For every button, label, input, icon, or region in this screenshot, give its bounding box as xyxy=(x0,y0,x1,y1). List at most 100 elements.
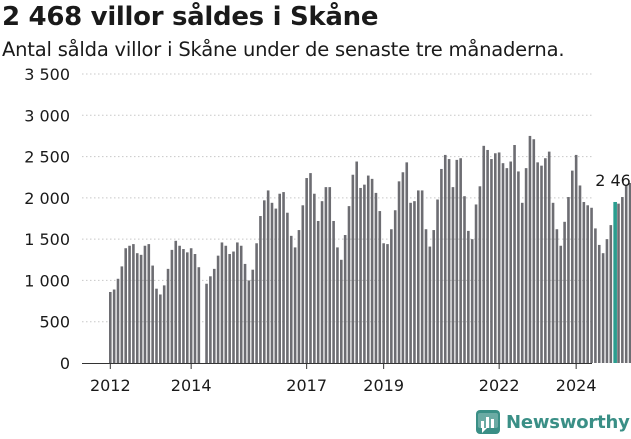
bar xyxy=(220,242,224,363)
bar xyxy=(147,244,151,363)
bar xyxy=(501,163,505,363)
bar xyxy=(451,187,455,363)
bar xyxy=(313,193,316,363)
bar xyxy=(571,170,574,363)
bar xyxy=(186,252,189,363)
bar xyxy=(397,181,401,363)
newsworthy-logo-text: Newsworthy xyxy=(506,411,630,433)
y-tick-label: 2 000 xyxy=(24,189,70,208)
bar xyxy=(617,203,620,363)
bar xyxy=(212,268,216,363)
y-tick-label: 1 000 xyxy=(24,271,70,290)
bar xyxy=(524,168,528,363)
bar xyxy=(266,190,270,363)
bar xyxy=(247,280,251,363)
x-tick-label: 2019 xyxy=(363,376,404,395)
y-tick-label: 3 000 xyxy=(24,106,70,125)
bar xyxy=(555,229,559,363)
bar xyxy=(378,211,382,363)
bar xyxy=(155,288,158,363)
bar xyxy=(193,254,197,363)
bar xyxy=(355,161,358,363)
y-tick-label: 1 500 xyxy=(24,230,70,249)
x-tick-label: 2012 xyxy=(90,376,131,395)
highlight-value-label: 2 468 xyxy=(595,171,631,190)
bar xyxy=(282,192,285,363)
bar xyxy=(263,200,266,363)
bar xyxy=(609,225,613,363)
bar xyxy=(409,202,412,363)
bar xyxy=(432,230,435,363)
bar xyxy=(513,145,516,363)
bar xyxy=(536,162,539,363)
bar xyxy=(605,239,609,363)
bar xyxy=(182,249,185,363)
bar xyxy=(328,187,332,363)
bar xyxy=(132,244,135,363)
bar xyxy=(551,202,555,363)
bar xyxy=(370,178,374,363)
y-tick-label: 2 500 xyxy=(24,148,70,167)
bar xyxy=(236,242,239,363)
bar xyxy=(359,187,362,363)
bar xyxy=(428,246,432,363)
bar xyxy=(270,202,274,363)
bar xyxy=(286,212,289,363)
bar xyxy=(251,269,255,363)
bar xyxy=(386,244,389,363)
bar xyxy=(336,247,339,363)
bar xyxy=(351,174,355,363)
chart-title: 2 468 villor såldes i Skåne xyxy=(2,2,379,32)
bar xyxy=(401,172,405,363)
bar xyxy=(301,205,305,363)
bar xyxy=(278,193,281,363)
bar xyxy=(159,294,162,363)
bar xyxy=(470,239,474,363)
bar xyxy=(162,285,166,363)
bar xyxy=(417,190,420,363)
bar xyxy=(332,220,335,363)
x-tick-label: 2017 xyxy=(286,376,327,395)
highlight-bar xyxy=(613,201,617,363)
bar xyxy=(124,248,127,363)
bar xyxy=(517,171,520,363)
bar xyxy=(366,175,370,363)
bar xyxy=(455,159,459,363)
bar xyxy=(174,240,178,363)
bar xyxy=(482,145,486,363)
x-tick-label: 2024 xyxy=(556,376,597,395)
bar xyxy=(232,251,235,363)
bar xyxy=(574,154,578,363)
bar xyxy=(597,244,601,363)
bar xyxy=(112,289,116,363)
bar xyxy=(413,201,416,363)
bar xyxy=(343,235,347,363)
bar xyxy=(393,210,397,363)
bar xyxy=(259,216,262,363)
bar xyxy=(582,201,586,363)
bar xyxy=(540,165,543,363)
bar xyxy=(594,228,597,363)
bar xyxy=(116,278,120,363)
y-tick-label: 0 xyxy=(60,354,70,373)
bar xyxy=(624,185,628,363)
bar xyxy=(590,207,593,363)
bar xyxy=(309,173,312,363)
bar xyxy=(547,151,551,363)
bar xyxy=(390,229,393,363)
bar xyxy=(420,190,424,363)
bar xyxy=(505,168,509,363)
bar xyxy=(216,255,220,363)
bar xyxy=(189,248,193,363)
bar xyxy=(621,197,624,363)
bar xyxy=(443,154,447,363)
bar xyxy=(382,243,385,363)
bar xyxy=(544,158,547,363)
bar xyxy=(474,204,478,363)
bar xyxy=(170,249,174,363)
bar xyxy=(340,259,343,363)
bar xyxy=(528,135,532,363)
bar xyxy=(497,152,501,363)
bar xyxy=(209,276,212,363)
bar xyxy=(205,283,208,363)
